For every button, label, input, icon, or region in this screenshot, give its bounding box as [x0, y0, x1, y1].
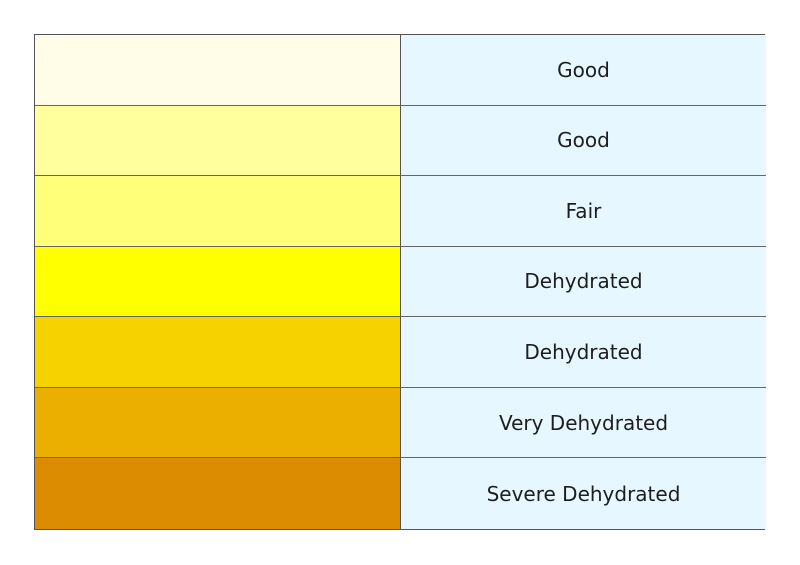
color-swatch-2: [35, 105, 401, 177]
hydration-label-4: Dehydrated: [401, 246, 766, 318]
hydration-label-1: Good: [401, 35, 766, 106]
color-swatch-5: [35, 317, 401, 388]
hydration-label-3: Fair: [401, 176, 766, 247]
color-swatch-7: [35, 458, 401, 529]
hydration-label-6: Very Dehydrated: [401, 387, 766, 459]
hydration-label-7: Severe Dehydrated: [401, 458, 766, 529]
hydration-label-2: Good: [401, 105, 766, 177]
color-swatch-6: [35, 387, 401, 459]
color-swatch-4: [35, 246, 401, 318]
color-swatch-3: [35, 176, 401, 247]
hydration-color-chart: Good Good Fair Dehydrated Dehydrated Ver…: [34, 34, 766, 530]
hydration-label-5: Dehydrated: [401, 317, 766, 388]
color-swatch-1: [35, 35, 401, 106]
